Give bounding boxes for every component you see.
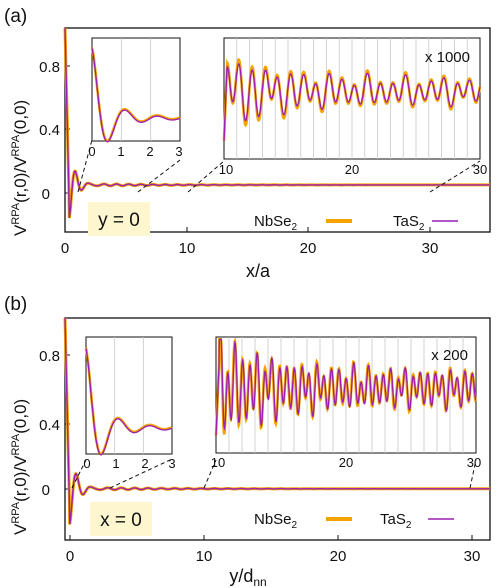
inset-tick-label: 2	[141, 456, 148, 471]
inset-connector	[137, 159, 181, 193]
legend-label-tas2: TaS2	[380, 511, 412, 531]
scale-factor-a: x 1000	[425, 49, 470, 66]
inset-connector	[469, 459, 477, 489]
inset-tick-label: 10	[219, 162, 233, 177]
y-tick-label-a: 0.4	[39, 122, 60, 139]
x-axis-title-b: y/dnn	[229, 566, 266, 588]
condition-label-b: x = 0	[100, 510, 142, 531]
x-tick-label-a: 20	[300, 240, 317, 257]
inset-tick-label: 30	[473, 162, 487, 177]
panel-b: (b) 0 0.4 0.8 0 10 20 30 y/dnn VRPA(r,0)…	[4, 294, 491, 588]
y-tick-label-a: 0.8	[39, 59, 60, 76]
inset-tick-label: 30	[467, 455, 481, 470]
inset-tick-label: 0	[83, 456, 90, 471]
y-tick-label-b: 0	[42, 482, 50, 499]
inset-connector	[429, 160, 481, 193]
y-ticks-a: 0 0.4 0.8	[39, 59, 70, 203]
panel-label-b: (b)	[4, 294, 27, 315]
x-axis-title-a: x/a	[246, 261, 271, 281]
x-tick-label-a: 0	[61, 240, 69, 257]
legend-label-nbse2: NbSe2	[254, 213, 298, 233]
inset-line-tas2	[223, 63, 481, 141]
inset-tick-label: 3	[168, 456, 175, 471]
y-axis-title-a: VRPA(r,0)/VRPA(0,0)	[10, 100, 30, 236]
legend-b: NbSe2 TaS2	[254, 511, 454, 531]
panel-a: (a) 0 0.4 0.8 0 10 20 30 x/a VRPA(r,0)/V…	[4, 6, 491, 281]
inset-tick-label: 10	[211, 455, 225, 470]
y-tick-label-a: 0	[42, 186, 50, 203]
inset-tick-label: 20	[339, 455, 353, 470]
inset-connector	[203, 459, 217, 489]
plot-frame-a	[64, 27, 491, 233]
x-tick-label-a: 30	[422, 240, 439, 257]
condition-box-a	[88, 202, 150, 236]
x-tick-label-b: 30	[464, 548, 481, 565]
y-ticks-b: 0 0.4 0.8	[39, 348, 70, 499]
inset-tick-label: 3	[175, 144, 182, 159]
x-tick-label-b: 0	[66, 548, 74, 565]
inset-connector	[77, 139, 93, 193]
inset-line-tas2	[91, 48, 181, 143]
inset-right-a: x 1000 10 20 30	[219, 37, 487, 177]
x-tick-label-b: 10	[196, 548, 213, 565]
legend-a: NbSe2 TaS2	[254, 213, 458, 233]
plot-frame-b	[64, 317, 491, 541]
inset-line-tas2	[85, 348, 173, 456]
y-tick-label-b: 0.4	[39, 417, 60, 434]
x-tick-label-b: 20	[330, 548, 347, 565]
legend-label-tas2: TaS2	[393, 213, 425, 233]
scale-factor-b: x 200	[431, 347, 468, 364]
inset-tick-label: 1	[117, 144, 124, 159]
condition-box-b	[90, 502, 152, 536]
inset-tick-label: 0	[88, 144, 95, 159]
inset-tick-label: 2	[146, 144, 153, 159]
inset-tick-label: 1	[112, 456, 119, 471]
condition-label-a: y = 0	[98, 210, 140, 231]
y-tick-label-b: 0.8	[39, 348, 60, 365]
series-line-tas2-b	[64, 317, 490, 525]
inset-right-b: x 200 10 20 30	[211, 336, 481, 470]
x-ticks-a: 0 10 20 30	[61, 227, 439, 257]
x-tick-label-a: 10	[179, 240, 196, 257]
inset-connector	[71, 459, 87, 489]
inset-tick-label: 20	[345, 162, 359, 177]
legend-label-nbse2: NbSe2	[254, 511, 298, 531]
inset-left-a: 0 1 2 3	[88, 37, 183, 159]
series-line-tas2-a	[64, 27, 490, 219]
inset-left-b: 0 1 2 3	[83, 336, 176, 471]
panel-label-a: (a)	[4, 6, 27, 27]
x-ticks-b: 0 10 20 30	[66, 535, 481, 565]
y-axis-title-b: VRPA(r,0)/VRPA(0,0)	[10, 399, 30, 535]
inset-line-tas2	[215, 338, 477, 436]
inset-connector	[187, 160, 225, 193]
